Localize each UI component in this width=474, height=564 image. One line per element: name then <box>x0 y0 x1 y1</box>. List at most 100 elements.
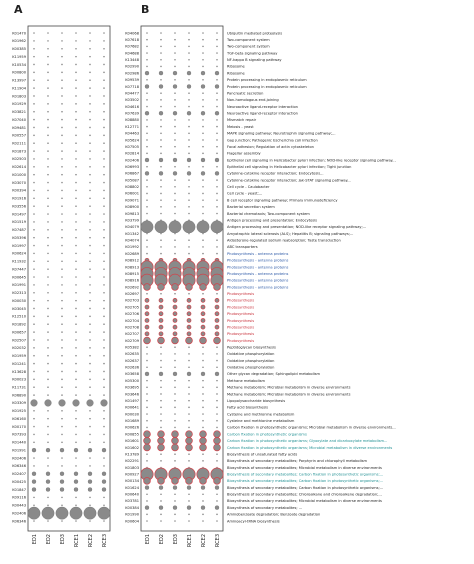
panel-a-ko-label: K03070 <box>12 181 27 185</box>
panel-b-dot <box>216 99 218 101</box>
panel-b-dot <box>202 192 204 195</box>
panel-b-dot <box>160 212 162 215</box>
panel-a-dot <box>89 95 91 97</box>
panel-a-dot <box>33 370 35 373</box>
panel-a-dot <box>47 87 49 89</box>
panel-a-dot <box>47 47 49 50</box>
panel-a-dot <box>31 487 37 492</box>
panel-b-dot <box>160 192 162 195</box>
panel-b-ko-label: K01689 <box>125 419 140 423</box>
panel-b-dot <box>188 145 190 148</box>
panel-b-dot <box>158 331 164 337</box>
panel-b-pathway-label: Non-homologous end-joining <box>227 98 279 102</box>
panel-b-dot <box>146 366 148 369</box>
panel-a-dot <box>89 441 91 444</box>
panel-b-dot <box>200 157 206 163</box>
panel-b-pathway-label: Ribosome <box>227 71 246 75</box>
panel-b-dot <box>214 331 220 337</box>
panel-a-dot <box>33 103 35 105</box>
panel-b-x-label: ED2 <box>159 534 165 544</box>
panel-a-dot <box>33 315 35 318</box>
panel-a-dot <box>75 260 77 263</box>
panel-a-ko-label: K01962 <box>12 39 26 43</box>
panel-a-ko-label: K00385 <box>12 47 26 51</box>
panel-b-dot <box>216 520 218 522</box>
panel-b-ko-label: K07682 <box>125 45 139 49</box>
panel-b-dot <box>146 413 148 415</box>
panel-b-dot <box>146 78 148 81</box>
panel-a-dot <box>87 487 93 492</box>
panel-b-dot <box>216 92 218 94</box>
panel-b-dot <box>146 45 148 48</box>
panel-b-dot <box>200 505 206 510</box>
panel-b-dot <box>216 105 218 108</box>
panel-b-dot <box>174 413 176 415</box>
panel-a-x-label: RCE2 <box>88 534 94 547</box>
panel-a-dot <box>47 197 49 200</box>
panel-b-dot <box>202 125 204 128</box>
panel-b-dot <box>188 92 190 94</box>
panel-a-dot <box>33 386 35 388</box>
panel-a-dot <box>75 118 77 121</box>
panel-b-dot <box>172 331 178 337</box>
panel-a-row-labels: K01470 K01962 K00385 K11959 K10534 K00800 K139… <box>12 31 27 523</box>
panel-a-dot <box>33 520 35 522</box>
panel-b-ko-label: K02705 <box>125 305 139 309</box>
panel-b-ko-label: K02709 <box>125 339 140 343</box>
panel-a-ko-label: K06890 <box>12 393 27 397</box>
panel-a-dot <box>101 471 107 476</box>
panel-b-dot <box>160 246 162 248</box>
panel-b-dot <box>216 58 218 61</box>
panel-b-dot <box>214 371 220 377</box>
panel-b-dot <box>174 379 176 382</box>
panel-b-dot <box>202 65 204 68</box>
panel-b-dot <box>188 520 190 522</box>
panel-b-ko-label: K02689 <box>125 252 140 256</box>
panel-a-dot <box>33 465 35 467</box>
panel-a-dot <box>75 87 77 89</box>
panel-a-ko-label: K01925 <box>12 409 26 413</box>
panel-b-dot <box>160 119 162 121</box>
panel-a-dot <box>61 71 63 74</box>
panel-b-dot <box>171 437 179 445</box>
panel-b-dot <box>174 105 176 108</box>
panel-b-dot <box>174 353 176 355</box>
panel-a-dot <box>47 213 49 215</box>
panel-b-dot <box>157 477 165 485</box>
panel-b-dot <box>202 419 204 422</box>
panel-b-ko-label: K02990 <box>125 65 140 69</box>
panel-b-pathway-label: Two-component system <box>226 45 270 49</box>
panel-b-dot <box>214 171 220 176</box>
panel-a-dot <box>61 299 63 302</box>
panel-a-dot <box>75 331 77 333</box>
panel-a-ko-label: K00030 <box>12 299 27 303</box>
panel-b-dot <box>172 70 178 76</box>
panel-a-dot <box>89 158 91 160</box>
panel-a-dot <box>89 410 91 412</box>
panel-b-dot <box>186 505 192 510</box>
panel-b-pathway-label: B cell receptor signaling pathway; Prima… <box>227 198 338 202</box>
panel-a-dot <box>47 40 49 42</box>
panel-b-dot <box>202 139 204 141</box>
panel-b-dot <box>188 359 190 362</box>
panel-b-dot <box>160 252 162 255</box>
panel-a-dot <box>103 433 105 436</box>
panel-b-ko-label: K02636 <box>125 366 140 370</box>
panel-b-dot <box>216 513 218 516</box>
panel-b-dot <box>188 393 190 395</box>
panel-b-dot <box>216 212 218 215</box>
panel-a-dot <box>61 40 63 42</box>
panel-b-dot <box>160 399 162 402</box>
panel-b-dot <box>188 386 190 389</box>
panel-a-dot <box>30 399 38 407</box>
panel-b-pathway-label: Lipopolysaccharide biosynthesis <box>227 399 285 403</box>
panel-b-ko-label: K00384 <box>125 506 140 510</box>
panel-b-ko-label: K00927 <box>125 473 139 477</box>
panel-a-dot <box>89 213 91 215</box>
panel-a-dot <box>89 354 91 357</box>
panel-b-dot <box>174 139 176 141</box>
panel-a-dot <box>33 134 35 137</box>
panel-b-dot <box>200 70 206 76</box>
panel-b-ko-label: K02635 <box>125 352 139 356</box>
panel-b-dot <box>160 453 162 455</box>
